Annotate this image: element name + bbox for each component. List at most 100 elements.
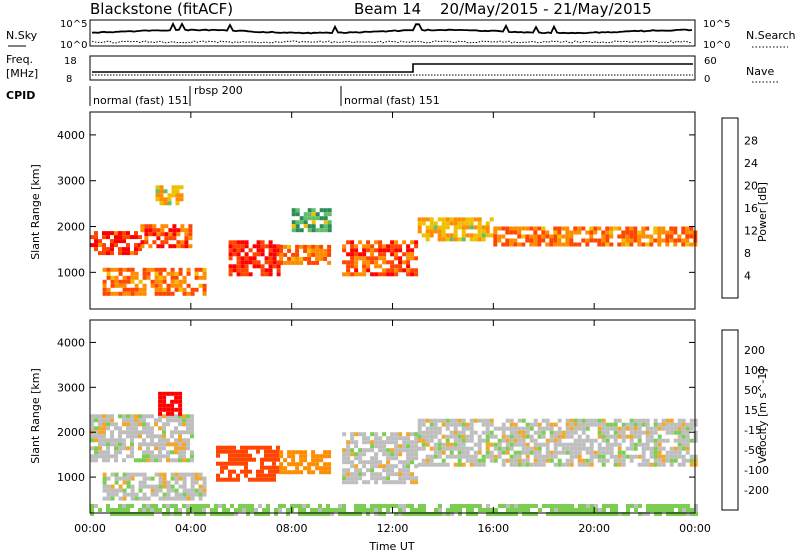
heatmap-cell xyxy=(478,504,482,508)
heatmap-cell xyxy=(537,422,542,427)
heatmap-cell xyxy=(601,446,606,451)
heatmap-cell xyxy=(429,458,434,463)
heatmap-cell xyxy=(244,457,248,462)
heatmap-cell xyxy=(677,238,682,243)
heatmap-cell xyxy=(162,275,167,280)
heatmap-cell xyxy=(260,272,265,277)
heatmap-cell xyxy=(406,436,411,441)
heatmap-cell xyxy=(110,488,115,493)
heatmap-cell xyxy=(378,256,383,261)
heatmap-cell xyxy=(469,446,474,451)
heatmap-cell xyxy=(534,504,538,508)
heatmap-cell xyxy=(342,460,347,465)
heatmap-cell xyxy=(342,512,346,516)
heatmap-cell xyxy=(470,508,474,512)
heatmap-cell xyxy=(673,458,678,463)
heatmap-cell xyxy=(477,221,482,226)
heatmap-cell xyxy=(258,504,262,508)
heatmap-cell xyxy=(106,251,110,256)
heatmap-cell xyxy=(637,234,642,239)
heatmap-cell xyxy=(299,454,304,459)
heatmap-cell xyxy=(378,436,383,441)
heatmap-cell xyxy=(477,225,482,230)
heatmap-cell xyxy=(138,422,142,427)
heatmap-cell xyxy=(315,260,320,265)
heatmap-cell xyxy=(162,391,167,396)
heatmap-cell xyxy=(378,240,383,245)
heatmap-cell xyxy=(653,462,658,467)
heatmap-cell xyxy=(593,422,598,427)
heatmap-cell xyxy=(433,446,438,451)
heatmap-cell xyxy=(601,234,606,239)
heatmap-cell xyxy=(162,504,166,508)
heatmap-cell xyxy=(362,268,367,273)
heatmap-cell xyxy=(533,418,538,423)
heatmap-cell xyxy=(457,438,462,443)
heatmap-cell xyxy=(164,240,169,245)
heatmap-cell xyxy=(134,472,139,477)
heatmap-cell xyxy=(410,248,415,253)
heatmap-cell xyxy=(597,430,602,435)
heatmap-cell xyxy=(168,236,173,241)
heatmap-cell xyxy=(279,244,284,249)
heatmap-cell xyxy=(252,260,257,265)
heatmap-cell xyxy=(146,496,151,501)
heatmap-cell xyxy=(529,234,534,239)
heatmap-cell xyxy=(158,472,163,477)
heatmap-cell xyxy=(445,225,450,230)
heatmap-cell xyxy=(677,434,682,439)
heatmap-cell xyxy=(134,512,138,516)
heatmap-cell xyxy=(228,268,233,273)
heatmap-cell xyxy=(694,508,698,512)
heatmap-cell xyxy=(526,508,530,512)
heatmap-cell xyxy=(665,422,670,427)
heatmap-cell xyxy=(315,228,320,233)
heatmap-cell xyxy=(122,480,127,485)
heatmap-cell xyxy=(174,488,179,493)
heatmap-cell xyxy=(465,221,470,226)
heatmap-cell xyxy=(585,446,590,451)
heatmap-cell xyxy=(513,442,518,447)
heatmap-cell xyxy=(589,422,594,427)
heatmap-cell xyxy=(657,426,662,431)
heatmap-cell xyxy=(457,217,462,222)
heatmap-cell xyxy=(362,260,367,265)
heatmap-cell xyxy=(402,240,407,245)
heatmap-cell xyxy=(386,272,391,277)
heatmap-cell xyxy=(586,504,590,508)
heatmap-cell xyxy=(114,243,118,248)
heatmap-cell xyxy=(126,480,131,485)
heatmap-cell xyxy=(434,512,438,516)
heatmap-cell xyxy=(617,450,622,455)
heatmap-cell xyxy=(661,226,666,231)
heatmap-cell xyxy=(110,454,114,459)
heatmap-cell xyxy=(521,226,526,231)
heatmap-cell xyxy=(541,458,546,463)
heatmap-cell xyxy=(629,234,634,239)
heatmap-cell xyxy=(142,458,146,463)
heatmap-cell xyxy=(118,267,123,272)
heatmap-cell xyxy=(362,256,367,261)
heatmap-cell xyxy=(557,230,562,235)
heatmap-cell xyxy=(178,279,183,284)
heatmap-cell xyxy=(118,488,123,493)
heatmap-cell xyxy=(303,450,308,455)
heatmap-cell xyxy=(126,291,131,296)
heatmap-cell xyxy=(158,287,163,292)
heatmap-cell xyxy=(162,442,166,447)
heatmap-cell xyxy=(166,458,170,463)
heatmap-cell xyxy=(685,438,690,443)
heatmap-cell xyxy=(315,244,320,249)
heatmap-cell xyxy=(158,275,163,280)
heatmap-cell xyxy=(244,272,249,277)
heatmap-cell xyxy=(558,504,562,508)
heatmap-cell xyxy=(122,279,127,284)
heatmap-cell xyxy=(533,446,538,451)
heatmap-cell xyxy=(506,512,510,516)
heatmap-cell xyxy=(374,512,378,516)
heatmap-cell xyxy=(170,403,175,408)
heatmap-cell xyxy=(685,234,690,239)
noise-right-tick-top: 10^5 xyxy=(703,19,730,30)
heatmap-cell xyxy=(402,252,407,257)
